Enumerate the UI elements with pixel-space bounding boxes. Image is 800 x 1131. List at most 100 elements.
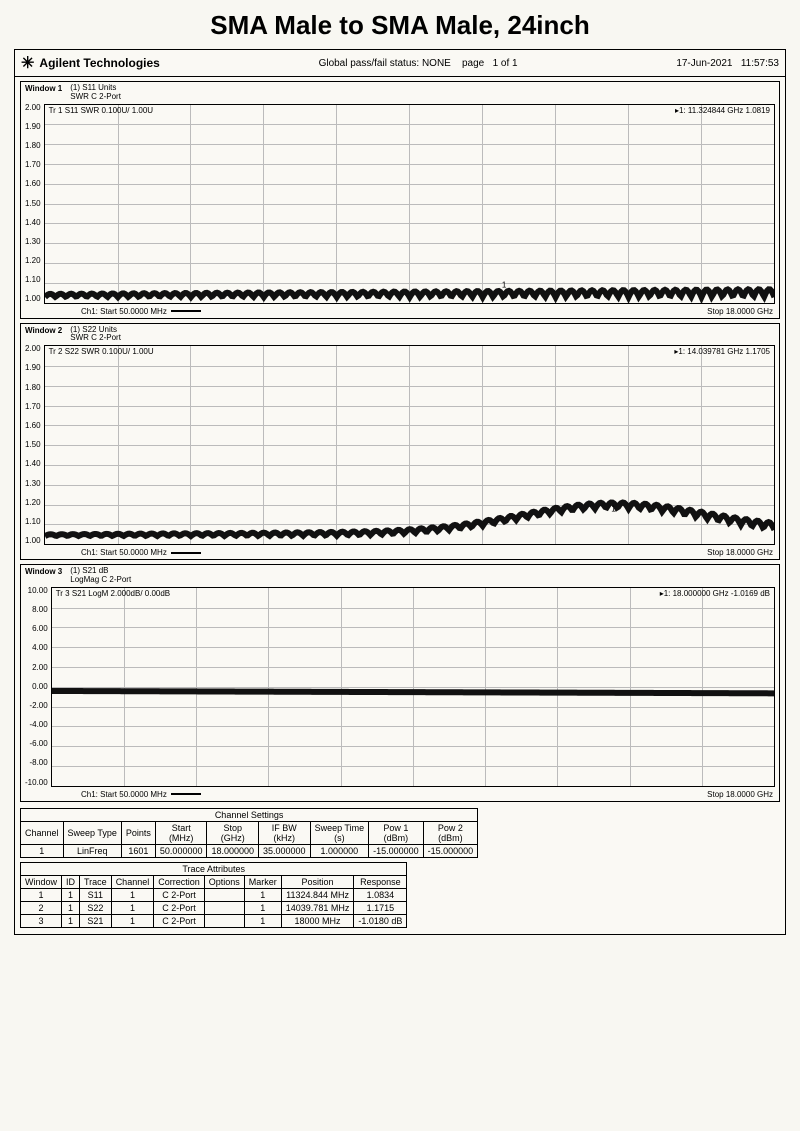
table-cell: 1 bbox=[21, 888, 62, 901]
header-time: 11:57:53 bbox=[741, 58, 779, 69]
chart-window: Window 2 (1) S22 UnitsSWR C 2-Port 2.00 1.… bbox=[20, 323, 780, 561]
chart-plot: Tr 2 S22 SWR 0.100U/ 1.00U▸1: 14.039781 … bbox=[44, 345, 775, 545]
y-tick-label: -2.00 bbox=[25, 702, 48, 710]
table-header-cell: Options bbox=[204, 875, 244, 888]
chart-window: Window 3 (1) S21 dBLogMag C 2-Port10.008… bbox=[20, 564, 780, 802]
page-value: 1 of 1 bbox=[493, 58, 518, 69]
y-tick-label: 10.00 bbox=[25, 587, 48, 595]
status-label: Global pass/fail status: bbox=[319, 58, 420, 69]
table-header-cell: Trace bbox=[80, 875, 112, 888]
header-datetime: 17-Jun-2021 11:57:53 bbox=[676, 58, 779, 69]
y-tick-label: -4.00 bbox=[25, 721, 48, 729]
header-date: 17-Jun-2021 bbox=[676, 58, 732, 69]
trace-svg bbox=[45, 105, 774, 303]
brand-name: Agilent Technologies bbox=[39, 56, 159, 70]
table-cell: 18.000000 bbox=[207, 844, 259, 857]
table-header-cell: Response bbox=[354, 875, 407, 888]
axis-start-label: Ch1: Start 50.0000 MHz bbox=[81, 548, 201, 557]
axis-labels: Ch1: Start 50.0000 MHz Stop 18.0000 GHz bbox=[21, 547, 779, 559]
page-label: page bbox=[462, 58, 484, 69]
table-cell: C 2-Port bbox=[154, 888, 205, 901]
table-cell: 1 bbox=[111, 914, 154, 927]
status-value: NONE bbox=[422, 58, 451, 69]
y-tick-label: -8.00 bbox=[25, 759, 48, 767]
window-header: Window 3 (1) S21 dBLogMag C 2-Port bbox=[21, 565, 779, 587]
y-tick-label: 0.00 bbox=[25, 683, 48, 691]
table-cell: -15.000000 bbox=[369, 844, 424, 857]
page-title: SMA Male to SMA Male, 24inch bbox=[14, 6, 786, 49]
table-header-cell: Sweep Type bbox=[63, 821, 121, 844]
y-axis: 2.001.901.801.701.601.501.401.301.201.10… bbox=[25, 104, 44, 304]
table-cell: 1.1715 bbox=[354, 901, 407, 914]
y-tick-label: 2.00 bbox=[25, 345, 41, 353]
header-status: Global pass/fail status: NONE page 1 of … bbox=[160, 58, 676, 69]
table-cell: 1 bbox=[21, 844, 64, 857]
window-subtitle: (1) S22 UnitsSWR C 2-Port bbox=[70, 326, 121, 344]
window-header: Window 1 (1) S11 UnitsSWR C 2-Port bbox=[21, 82, 779, 104]
table-header-cell: Pow 2(dBm) bbox=[423, 821, 478, 844]
plot-area: 10.008.006.004.002.000.00-2.00-4.00-6.00… bbox=[21, 587, 779, 789]
y-tick-label: 6.00 bbox=[25, 625, 48, 633]
plot-area: 2.001.901.801.701.601.501.401.301.201.10… bbox=[21, 104, 779, 306]
trace-line bbox=[52, 691, 774, 693]
table-cell bbox=[204, 901, 244, 914]
table-row: 21S221C 2-Port114039.781 MHz1.1715 bbox=[21, 901, 407, 914]
y-tick-label: 1.60 bbox=[25, 180, 41, 188]
table-cell: 1.0834 bbox=[354, 888, 407, 901]
table-header-cell: Marker bbox=[244, 875, 281, 888]
table-cell: 1 bbox=[244, 888, 281, 901]
table-cell: 1 bbox=[111, 888, 154, 901]
table-cell: S22 bbox=[80, 901, 112, 914]
trace-line bbox=[45, 289, 774, 297]
table-cell: 1.000000 bbox=[310, 844, 369, 857]
axis-start-label: Ch1: Start 50.0000 MHz bbox=[81, 307, 201, 316]
axis-start-label: Ch1: Start 50.0000 MHz bbox=[81, 790, 201, 799]
report-sheet: ✳ Agilent Technologies Global pass/fail … bbox=[14, 49, 786, 935]
table-header-cell: Sweep Time(s) bbox=[310, 821, 369, 844]
table-header-cell: Start(MHz) bbox=[155, 821, 207, 844]
window-name: Window 3 bbox=[25, 567, 62, 585]
table-cell: -1.0180 dB bbox=[354, 914, 407, 927]
window-name: Window 2 bbox=[25, 326, 62, 344]
table-cell: 1601 bbox=[121, 844, 155, 857]
window-subtitle: (1) S21 dBLogMag C 2-Port bbox=[70, 567, 131, 585]
y-axis: 2.001.901.801.701.601.501.401.301.201.10… bbox=[25, 345, 44, 545]
table-cell: -15.000000 bbox=[423, 844, 478, 857]
y-tick-label: 1.60 bbox=[25, 422, 41, 430]
marker-indicator: 1 bbox=[611, 504, 615, 513]
y-tick-label: 1.20 bbox=[25, 257, 41, 265]
plot-area: 2.001.901.801.701.601.501.401.301.201.10… bbox=[21, 345, 779, 547]
y-tick-label: 1.10 bbox=[25, 276, 41, 284]
table-row: 31S211C 2-Port118000 MHz-1.0180 dB bbox=[21, 914, 407, 927]
y-tick-label: 1.30 bbox=[25, 238, 41, 246]
y-tick-label: 1.90 bbox=[25, 364, 41, 372]
table-cell: C 2-Port bbox=[154, 901, 205, 914]
table-cell: 35.000000 bbox=[259, 844, 311, 857]
table-cell: LinFreq bbox=[63, 844, 121, 857]
table-row: 1LinFreq160150.00000018.00000035.0000001… bbox=[21, 844, 478, 857]
table-header-cell: Points bbox=[121, 821, 155, 844]
trace-svg bbox=[45, 346, 774, 544]
trace-line bbox=[45, 503, 774, 537]
chart-plot: Tr 3 S21 LogM 2.000dB/ 0.00dB▸1: 18.0000… bbox=[51, 587, 775, 787]
table-header-cell: Channel bbox=[111, 875, 154, 888]
table-cell: S21 bbox=[80, 914, 112, 927]
table-row: 11S111C 2-Port111324.844 MHz1.0834 bbox=[21, 888, 407, 901]
chart-plot: Tr 1 S11 SWR 0.100U/ 1.00U▸1: 11.324844 … bbox=[44, 104, 775, 304]
table-cell: 3 bbox=[21, 914, 62, 927]
y-tick-label: 1.40 bbox=[25, 219, 41, 227]
y-tick-label: 1.70 bbox=[25, 403, 41, 411]
table-cell: 1 bbox=[244, 901, 281, 914]
marker-indicator: 1 bbox=[502, 280, 506, 289]
axis-labels: Ch1: Start 50.0000 MHz Stop 18.0000 GHz bbox=[21, 306, 779, 318]
axis-stop-label: Stop 18.0000 GHz bbox=[707, 548, 773, 557]
table-cell: S11 bbox=[80, 888, 112, 901]
y-tick-label: 1.70 bbox=[25, 161, 41, 169]
window-name: Window 1 bbox=[25, 84, 62, 102]
y-tick-label: 1.40 bbox=[25, 460, 41, 468]
y-tick-label: 1.50 bbox=[25, 200, 41, 208]
table-cell: 18000 MHz bbox=[281, 914, 354, 927]
y-tick-label: 1.90 bbox=[25, 123, 41, 131]
table-cell: 1 bbox=[62, 914, 80, 927]
axis-stop-label: Stop 18.0000 GHz bbox=[707, 790, 773, 799]
